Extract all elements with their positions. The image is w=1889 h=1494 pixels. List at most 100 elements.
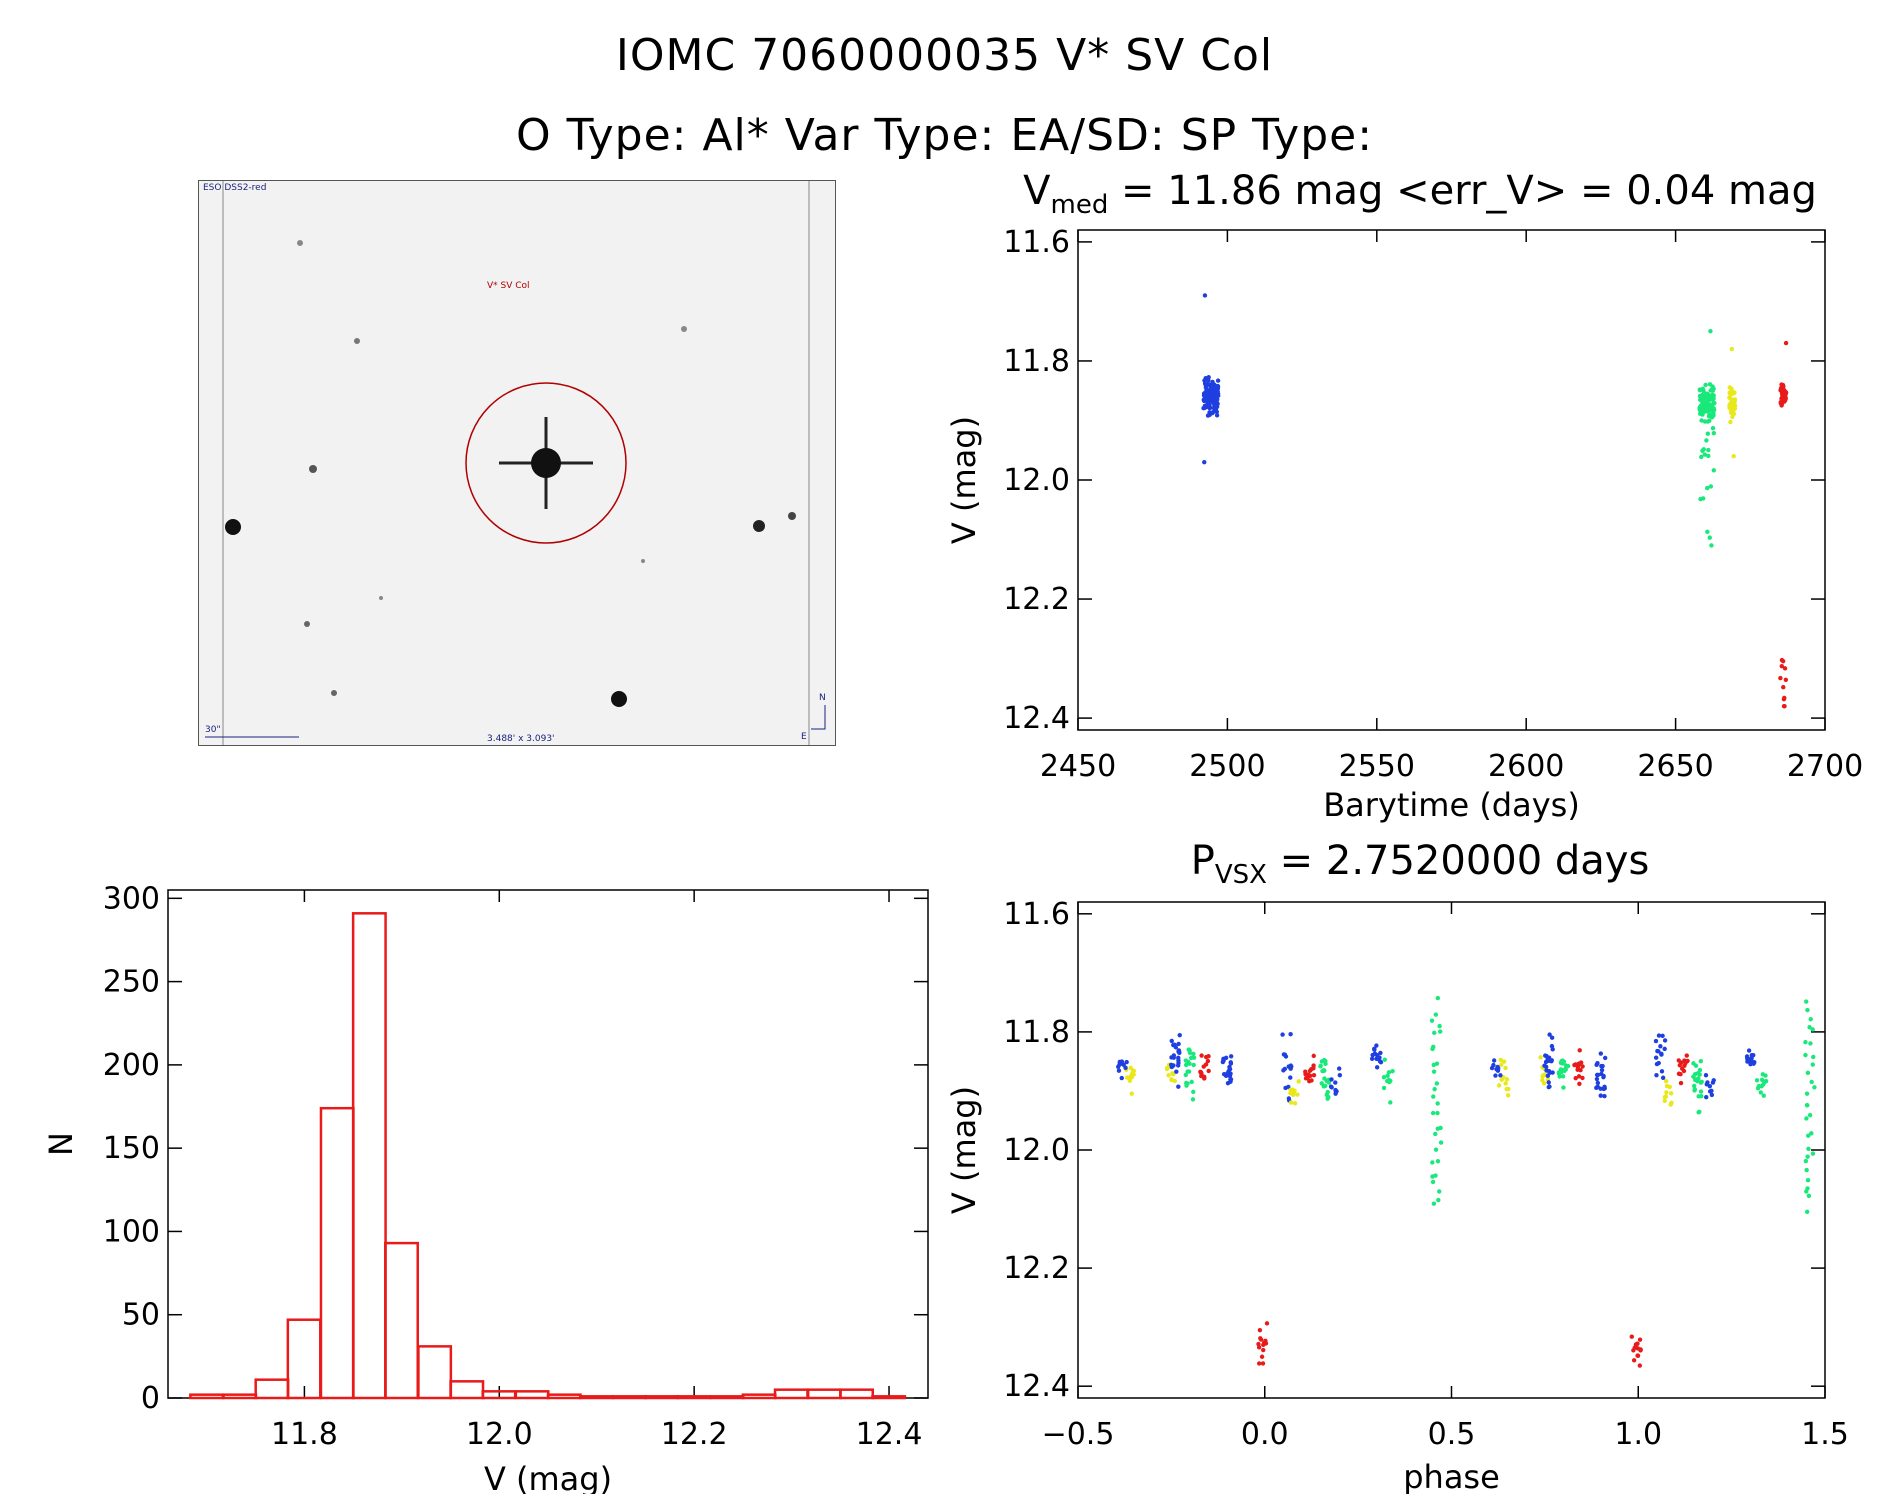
phase-point (1659, 1069, 1665, 1074)
phase-point (1311, 1053, 1316, 1059)
hist-bar (222, 1393, 258, 1400)
phase-point (1188, 1055, 1194, 1061)
phase-point (1225, 1081, 1231, 1086)
lc-point-season-1 (1205, 381, 1211, 387)
lc-point-season-1 (1214, 413, 1220, 418)
phase-point (1806, 1193, 1812, 1199)
phase-point (1594, 1076, 1600, 1082)
phase-point (1434, 1081, 1440, 1086)
phase-xtick-label: 1.5 (1801, 1417, 1849, 1452)
star (331, 690, 337, 696)
phase-point (1565, 1063, 1571, 1069)
phase-point (1635, 1346, 1641, 1351)
phase-point (1707, 1083, 1713, 1089)
phase-point (1434, 1061, 1440, 1066)
hist-ytick-label: 300 (103, 881, 160, 916)
phase-point (1384, 1078, 1390, 1084)
phase-point (1676, 1058, 1681, 1063)
phase-point (1121, 1062, 1126, 1067)
phase-point (1803, 1052, 1808, 1058)
phase-point (1806, 1146, 1811, 1151)
phase-point (1263, 1341, 1269, 1346)
phase-point (1190, 1097, 1196, 1102)
phase-point (1433, 1147, 1439, 1152)
lc-point-season-1 (1202, 403, 1208, 409)
lc-point-season-4 (1782, 666, 1788, 671)
lc-point-season-2 (1702, 452, 1708, 457)
phase-point (1668, 1102, 1673, 1107)
phase-point (1369, 1056, 1375, 1061)
phase-xtick-label: 1.0 (1614, 1417, 1662, 1452)
lc-point-season-4 (1781, 684, 1786, 690)
phase-plot-title: PVSX = 2.7520000 days (980, 838, 1860, 890)
field-stars (225, 240, 796, 707)
scale-label: 30" (205, 725, 221, 735)
star (297, 240, 303, 246)
phase-point (1431, 1094, 1436, 1099)
phase-point (1307, 1078, 1312, 1084)
phase-point (1698, 1089, 1704, 1094)
phase-point (1382, 1057, 1387, 1062)
phase-point (1129, 1091, 1134, 1096)
lc-point-season-4 (1779, 664, 1784, 669)
hist-ylabel: N (42, 1132, 80, 1156)
phase-point (1435, 1110, 1440, 1116)
lc-point-season-2 (1711, 407, 1717, 413)
lc-ylabel: V (mag) (945, 416, 983, 544)
phase-point (1176, 1084, 1181, 1089)
phase-point (1576, 1074, 1582, 1079)
phase-point (1292, 1101, 1298, 1106)
phase-ytick-label: 12.4 (1003, 1369, 1070, 1404)
phase-point (1326, 1080, 1332, 1085)
phase-point (1491, 1062, 1496, 1068)
lc-point-season-4 (1778, 675, 1783, 681)
phase-point (1288, 1075, 1293, 1080)
lc-point-season-2 (1706, 447, 1711, 453)
phase-point (1286, 1096, 1292, 1101)
north-label: N (819, 693, 826, 703)
phase-point (1692, 1087, 1698, 1092)
target-label: V* SV Col (487, 281, 530, 291)
phase-point (1538, 1055, 1543, 1060)
hist-bar (644, 1395, 680, 1400)
phase-xlabel: phase (1403, 1458, 1500, 1494)
phase-point (1303, 1069, 1308, 1074)
phase-point (1221, 1058, 1226, 1064)
lc-point-season-1 (1202, 459, 1207, 465)
phase-point (1808, 1017, 1813, 1022)
phase-point (1329, 1085, 1334, 1090)
phase-point (1374, 1043, 1379, 1048)
object-type-line: O Type: Al* Var Type: EA/SD: SP Type: (515, 110, 1374, 161)
phase-point (1501, 1059, 1507, 1064)
hist-bar (384, 1241, 419, 1400)
lc-point-season-2 (1704, 391, 1709, 397)
star (225, 519, 241, 535)
phase-point (1225, 1070, 1230, 1076)
phase-point (1185, 1069, 1190, 1074)
phase-point (1171, 1053, 1177, 1058)
phase-point (1504, 1086, 1509, 1092)
phase-point (1433, 1131, 1438, 1137)
phase-point (1206, 1054, 1211, 1059)
phase-point (1809, 1131, 1814, 1136)
phase-point (1281, 1052, 1287, 1057)
phase-point (1435, 995, 1441, 1001)
hist-ytick-label: 50 (122, 1298, 160, 1333)
lc-point-season-2 (1697, 411, 1703, 416)
phase-point (1637, 1337, 1643, 1342)
phase-point (1499, 1062, 1504, 1067)
lc-point-season-2 (1709, 543, 1714, 548)
lc-point-season-2 (1706, 453, 1711, 459)
lc-point-season-2 (1704, 396, 1709, 402)
hist-bar (319, 1106, 355, 1400)
light-curve-title-text: = 11.86 mag <err_V> = 0.04 mag (1108, 168, 1817, 214)
phase-point (1545, 1073, 1551, 1079)
phase-point (1199, 1053, 1204, 1058)
phase-point (1704, 1094, 1709, 1100)
phase-point (1326, 1094, 1331, 1100)
phase-point (1221, 1071, 1227, 1077)
phase-point (1547, 1032, 1552, 1037)
phase-point (1550, 1047, 1555, 1052)
phase-point (1172, 1078, 1177, 1084)
phase-point (1810, 1027, 1815, 1032)
